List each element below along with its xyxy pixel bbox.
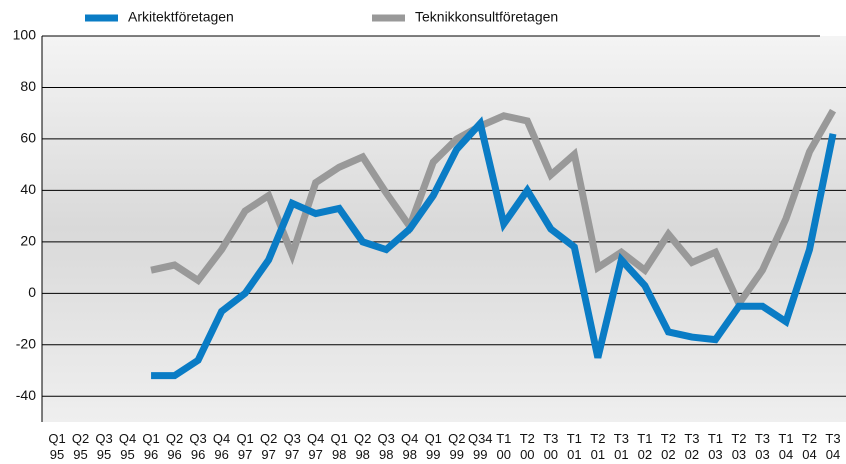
legend-label: Teknikkonsultföretagen xyxy=(415,9,558,25)
y-tick-label: 60 xyxy=(20,130,36,146)
x-tick-label: Q4 95 xyxy=(119,431,136,462)
x-tick-label: T1 04 xyxy=(778,431,793,462)
x-tick-label: T3 03 xyxy=(755,431,770,462)
series-line xyxy=(151,116,837,380)
x-tick-label: Q1 98 xyxy=(331,431,348,462)
x-tick-label: T3 02 xyxy=(684,431,699,462)
x-tick-label: Q4 98 xyxy=(401,431,418,462)
x-tick-label: T2 04 xyxy=(802,431,817,462)
plot-background xyxy=(42,36,846,422)
x-tick-label: T2 01 xyxy=(590,431,605,462)
x-tick-label: T3 01 xyxy=(614,431,629,462)
y-tick-label: 100 xyxy=(13,27,37,43)
x-tick-label: Q4 96 xyxy=(213,431,230,462)
x-tick-label: Q3 97 xyxy=(283,431,300,462)
y-tick-label: 80 xyxy=(20,78,36,94)
x-tick-label: T2 02 xyxy=(661,431,676,462)
x-tick-label: Q2 95 xyxy=(72,431,89,462)
x-tick-label: Q1 99 xyxy=(425,431,442,462)
y-tick-label: -40 xyxy=(16,387,36,403)
x-tick-label: T1 02 xyxy=(637,431,652,462)
y-tick-label: 20 xyxy=(20,233,36,249)
legend-label: Arkitektföretagen xyxy=(128,9,234,25)
y-tick-label: 40 xyxy=(20,181,36,197)
x-tick-label: T3 00 xyxy=(543,431,558,462)
x-tick-label: Q3 98 xyxy=(378,431,395,462)
x-tick-label: T1 01 xyxy=(567,431,582,462)
x-tick-label: Q3 96 xyxy=(189,431,206,462)
x-tick-label: T3 04 xyxy=(825,431,840,462)
series-line xyxy=(150,108,837,311)
x-tick-label: Q1 95 xyxy=(48,431,65,462)
x-tick-label: T2 00 xyxy=(520,431,535,462)
x-tick-label: Q4 97 xyxy=(307,431,324,462)
y-tick-label: 0 xyxy=(28,284,36,300)
x-tick-label: Q1 96 xyxy=(142,431,159,462)
x-tick-label: Q2 99 xyxy=(448,431,465,462)
x-tick-label: T2 03 xyxy=(731,431,746,462)
x-tick-label: Q2 98 xyxy=(354,431,371,462)
x-tick-label: T1 03 xyxy=(708,431,723,462)
x-tick-label: Q2 97 xyxy=(260,431,277,462)
y-tick-label: -20 xyxy=(16,336,36,352)
x-tick-label: Q1 97 xyxy=(236,431,253,462)
x-tick-label: T1 00 xyxy=(496,431,511,462)
x-tick-label: Q2 96 xyxy=(166,431,183,462)
x-tick-label: Q34 99 xyxy=(468,431,493,462)
x-tick-label: Q3 95 xyxy=(95,431,112,462)
